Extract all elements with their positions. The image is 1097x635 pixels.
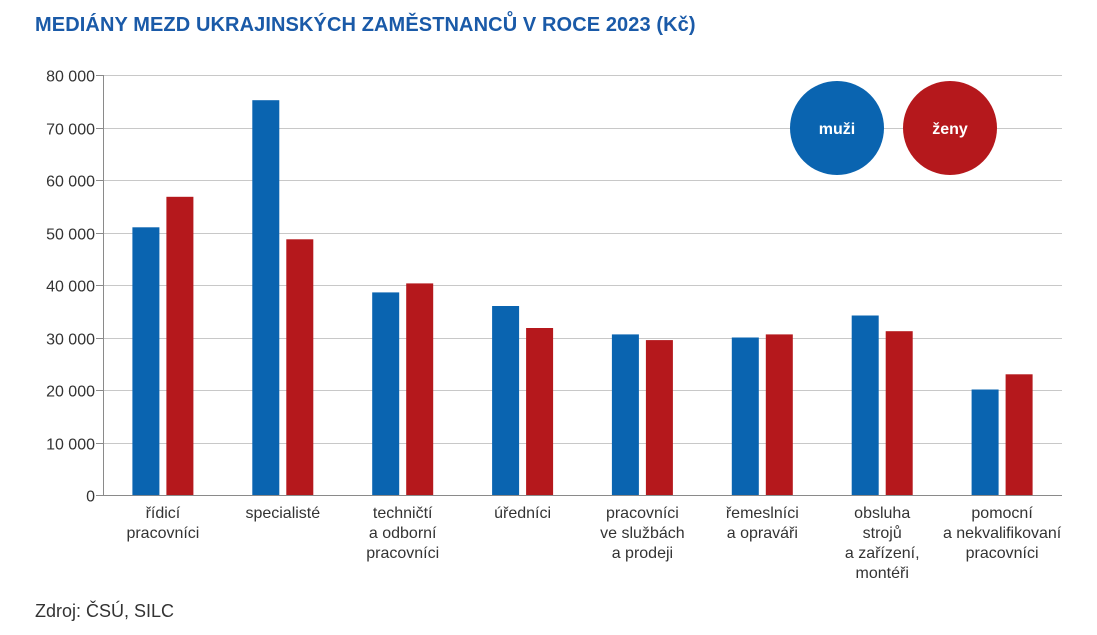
bar-zeny <box>765 334 793 495</box>
source-note: Zdroj: ČSÚ, SILC <box>35 601 175 621</box>
bar-muzi <box>611 334 639 495</box>
category-label: a odborní <box>369 525 437 542</box>
bars <box>132 100 1033 496</box>
y-tick-label: 50 000 <box>46 227 95 244</box>
bar-muzi <box>132 227 160 496</box>
category-label: pracovníci <box>366 545 439 562</box>
category-label: řemeslníci <box>726 505 799 522</box>
y-tick-label: 60 000 <box>46 174 95 191</box>
category-label: a nekvalifikovaní <box>943 525 1062 542</box>
y-tick-label: 0 <box>86 489 95 506</box>
bar-zeny <box>645 340 673 495</box>
category-label: montéři <box>856 565 909 582</box>
y-tick-label: 20 000 <box>46 384 95 401</box>
category-label: pomocní <box>971 505 1033 522</box>
y-tick-label: 80 000 <box>46 69 95 86</box>
category-label: pracovníci <box>966 545 1039 562</box>
y-tick-label: 70 000 <box>46 122 95 139</box>
bar-muzi <box>372 292 400 495</box>
y-tick-label: 30 000 <box>46 332 95 349</box>
bar-muzi <box>731 337 759 495</box>
y-tick-label: 10 000 <box>46 437 95 454</box>
y-tick-label: 40 000 <box>46 279 95 296</box>
legend: muži ženy <box>790 81 997 175</box>
category-label: pracovníci <box>606 505 679 522</box>
category-label: strojů <box>863 524 902 542</box>
category-label: a zařízení, <box>845 545 920 562</box>
legend-label-muzi: muži <box>819 121 855 138</box>
category-label: specialisté <box>245 505 320 522</box>
bar-muzi <box>252 100 280 495</box>
bar-zeny <box>286 239 314 495</box>
bar-muzi <box>492 306 520 495</box>
bar-zeny <box>526 328 554 495</box>
bar-muzi <box>971 389 999 495</box>
category-label: ve službách <box>600 525 685 542</box>
bar-zeny <box>406 283 434 495</box>
category-label: a opraváři <box>727 525 798 542</box>
category-label: a prodeji <box>612 545 673 562</box>
bar-zeny <box>1005 374 1033 496</box>
category-label: pracovníci <box>126 525 199 542</box>
category-label: obsluha <box>854 505 910 522</box>
y-axis: 0 10 000 20 000 30 000 40 000 50 000 60 000 70 … <box>46 69 104 506</box>
category-label: řídicí <box>146 505 181 522</box>
bar-zeny <box>166 196 194 496</box>
category-label: techničtí <box>373 505 433 522</box>
bar-muzi <box>851 315 879 495</box>
legend-swatch-zeny <box>903 81 997 175</box>
bar-zeny <box>885 331 913 495</box>
category-label: úředníci <box>494 505 551 522</box>
legend-label-zeny: ženy <box>932 121 968 138</box>
category-labels: řídicí pracovníci specialisté techničtí a od… <box>126 505 1061 582</box>
chart-title: MEDIÁNY MEZD UKRAJINSKÝCH ZAMĚSTNANCŮ V … <box>35 14 696 36</box>
legend-swatch-muzi <box>790 81 884 175</box>
